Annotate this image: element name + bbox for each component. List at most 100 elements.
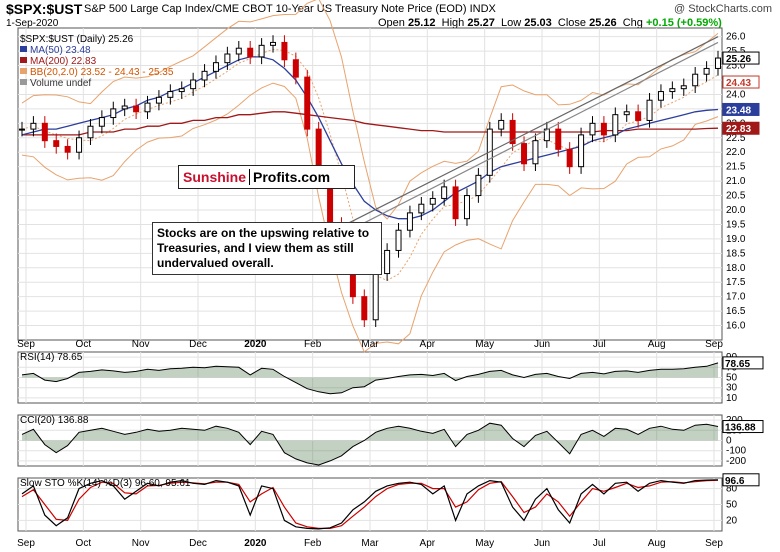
price-candle bbox=[635, 111, 642, 121]
chart-description: S&P 500 Large Cap Index/CME CBOT 10-Year… bbox=[84, 3, 496, 15]
chg-value: +0.15 (+0.59%) bbox=[645, 17, 722, 29]
price-candle bbox=[715, 57, 721, 69]
sto-legend: Slow STO %K(14) %D(3) 96.60, 95.61 bbox=[20, 478, 191, 489]
price-candle bbox=[600, 122, 607, 136]
price-candle bbox=[270, 41, 277, 46]
ma50-line bbox=[21, 56, 719, 220]
trendline-upper bbox=[311, 36, 719, 243]
price-tag-box bbox=[722, 75, 760, 89]
chg-label: Chg bbox=[622, 17, 643, 29]
sto-k-line bbox=[21, 479, 719, 530]
y-tick-label: 25.0 bbox=[726, 61, 746, 72]
x-tick-label: Sep bbox=[705, 339, 723, 350]
indicator-fill bbox=[22, 423, 718, 465]
price-candle bbox=[498, 119, 505, 130]
price-tag-box bbox=[722, 102, 760, 116]
y-tick-label: 20.0 bbox=[726, 205, 746, 216]
y-tick-label: 0 bbox=[726, 436, 732, 447]
price-candle bbox=[201, 70, 208, 81]
x-tick-label: Feb bbox=[304, 538, 322, 549]
x-tick-label: Nov bbox=[132, 538, 150, 549]
price-candle bbox=[429, 197, 436, 205]
bb-lower-line bbox=[21, 82, 719, 353]
x-tick-label: Feb bbox=[304, 339, 322, 350]
x-tick-label: Mar bbox=[361, 538, 379, 549]
price-candle bbox=[646, 99, 653, 121]
open-value: 25.12 bbox=[407, 17, 436, 29]
price-candle bbox=[212, 62, 219, 72]
y-tick-label: 24.0 bbox=[726, 89, 746, 100]
price-candle bbox=[418, 203, 425, 214]
price-candle bbox=[463, 195, 470, 220]
x-tick-label: Dec bbox=[189, 339, 207, 350]
price-candle bbox=[589, 122, 596, 136]
legend-volume: Volume undef bbox=[30, 78, 91, 89]
price-candle bbox=[555, 128, 562, 150]
trend-lines bbox=[311, 36, 719, 246]
indicator-tag-label: 136.88 bbox=[725, 423, 756, 434]
bb-swatch bbox=[20, 68, 27, 74]
price-candle bbox=[384, 249, 391, 275]
y-tick-label: 16.5 bbox=[726, 306, 746, 317]
logo-part2: Profits.com bbox=[249, 169, 330, 185]
price-candle bbox=[304, 76, 311, 130]
price-candle bbox=[133, 105, 140, 113]
x-tick-label: Sep bbox=[705, 538, 723, 549]
y-tick-label: 50 bbox=[726, 500, 738, 511]
price-candle bbox=[144, 102, 151, 113]
price-candle bbox=[475, 174, 482, 197]
annotation-callout: Stocks are on the upswing relative to Tr… bbox=[152, 222, 382, 275]
price-candle bbox=[19, 128, 25, 131]
indicator-fill bbox=[22, 362, 718, 394]
x-tick-label: Nov bbox=[132, 339, 150, 350]
chart-ticker: $SPX:$UST bbox=[6, 1, 83, 17]
x-tick-label: May bbox=[475, 538, 494, 549]
y-tick-label: 21.5 bbox=[726, 162, 746, 173]
ma200-swatch bbox=[20, 57, 27, 63]
close-label: Close bbox=[557, 17, 587, 29]
indicator-tag-box bbox=[722, 473, 760, 487]
x-tick-label: Aug bbox=[648, 538, 666, 549]
price-candle bbox=[657, 91, 664, 101]
indicator-tag-box bbox=[722, 420, 764, 434]
price-candle bbox=[406, 212, 413, 231]
legend-ma50: MA(50) 23.48 bbox=[30, 45, 91, 56]
y-tick-label: 30 bbox=[726, 383, 738, 394]
y-tick-label: 22.5 bbox=[726, 133, 746, 144]
y-tick-label: -100 bbox=[726, 446, 746, 457]
low-label: Low bbox=[500, 17, 522, 29]
watermark: @ StockCharts.com bbox=[674, 3, 772, 15]
price-tag-label: 23.48 bbox=[726, 105, 751, 116]
indicator-legends: RSI(14) 78.65 CCI(20) 136.88 Slow STO %K… bbox=[20, 352, 191, 489]
logo: Sunshine Profits.com bbox=[178, 165, 355, 189]
legend-bb: BB(20,2.0) 23.52 - 24.43 - 25.35 bbox=[30, 67, 174, 78]
price-tag-label: 22.83 bbox=[726, 124, 751, 135]
price-candle bbox=[178, 88, 185, 93]
price-tag-box bbox=[722, 121, 760, 135]
y-tick-label: 19.0 bbox=[726, 234, 746, 245]
x-tick-label: Aug bbox=[648, 339, 666, 350]
cci-line bbox=[21, 422, 719, 466]
x-tick-label: Sep bbox=[17, 339, 35, 350]
price-tag-box bbox=[722, 51, 760, 65]
price-candle bbox=[224, 53, 231, 64]
y-tick-label: 17.5 bbox=[726, 277, 746, 288]
price-tag-label: 25.26 bbox=[726, 54, 751, 65]
y-tick-label: 19.5 bbox=[726, 219, 746, 230]
legend-ma200: MA(200) 22.83 bbox=[30, 56, 97, 67]
price-candle bbox=[53, 140, 60, 147]
y-tick-label: 18.5 bbox=[726, 248, 746, 259]
x-tick-label: Jul bbox=[593, 339, 606, 350]
sto-d-line bbox=[21, 479, 719, 529]
price-candle bbox=[87, 125, 94, 139]
price-candle bbox=[190, 79, 197, 90]
price-candle bbox=[521, 143, 528, 165]
price-candle bbox=[361, 296, 368, 321]
y-tick-label: 26.0 bbox=[726, 32, 746, 43]
price-candle bbox=[669, 88, 676, 93]
price-candle bbox=[509, 119, 516, 145]
series-lines bbox=[21, 0, 719, 530]
legend-main: $SPX:$UST (Daily) 25.26 bbox=[20, 34, 134, 45]
price-candle bbox=[452, 186, 459, 220]
